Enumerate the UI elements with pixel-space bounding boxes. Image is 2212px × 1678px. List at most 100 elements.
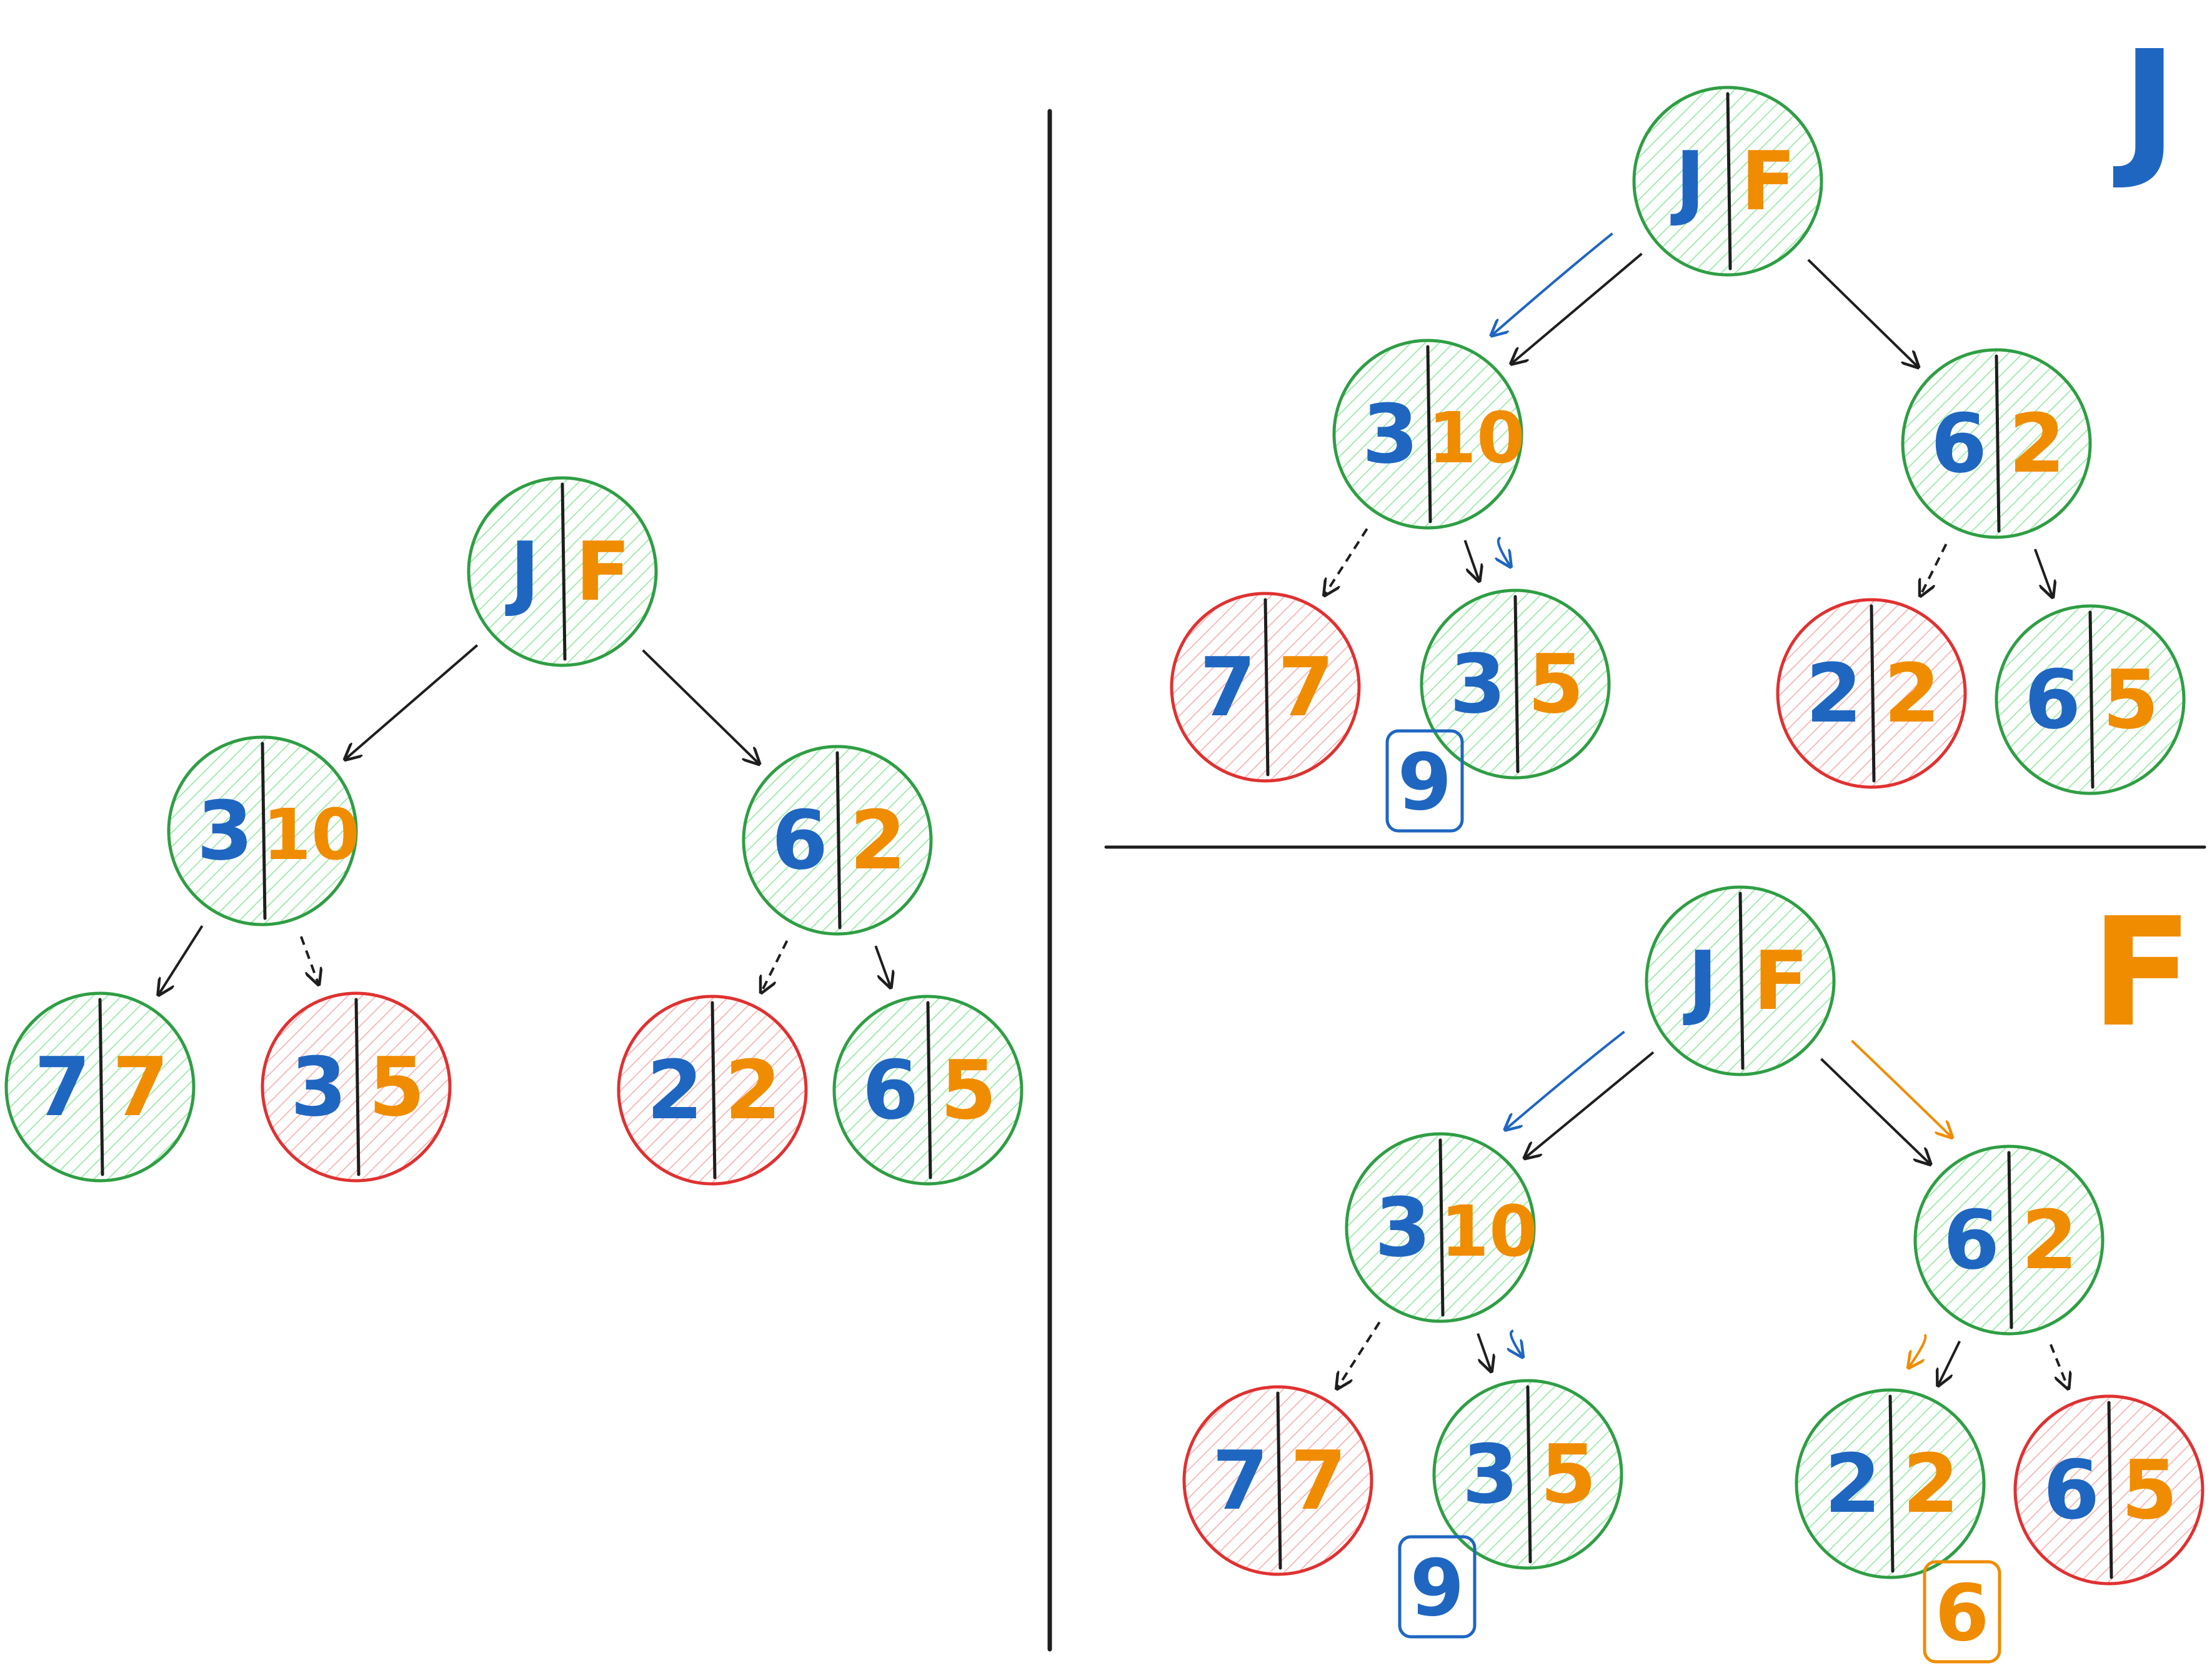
path-arrow-root-a-left bbox=[1505, 1030, 1625, 1129]
edge-root-a bbox=[1525, 1051, 1655, 1158]
edge-root-b bbox=[1820, 1058, 1931, 1164]
node-left-value: 3 bbox=[1375, 1180, 1431, 1275]
node-divider bbox=[1513, 595, 1520, 773]
node-left-value: 3 bbox=[197, 783, 253, 878]
node-left-value: 7 bbox=[1200, 640, 1256, 735]
edge-root-b bbox=[642, 649, 759, 764]
node-right-value: 10 bbox=[1428, 398, 1525, 479]
node-divider bbox=[1426, 345, 1432, 524]
node-a-good: 3 10 bbox=[1332, 339, 1525, 530]
node-right-value: 7 bbox=[112, 1040, 169, 1134]
node-divider bbox=[1995, 354, 2001, 533]
node-left-value: 3 bbox=[1462, 1427, 1518, 1522]
panel-f-turn-tree: J F3 10 6 27 7 3 5 2 2 6 59 6 bbox=[1182, 885, 2205, 1664]
edge-b-b2 bbox=[2033, 549, 2053, 597]
result-box-left: 9 bbox=[1385, 729, 1464, 833]
node-divider bbox=[2007, 1151, 2013, 1329]
node-divider bbox=[2088, 610, 2095, 789]
node-right-value: 5 bbox=[2103, 652, 2159, 747]
edge-a-a1-dashed bbox=[1325, 528, 1368, 595]
node-right-value: 7 bbox=[1278, 640, 1334, 735]
node-left-value: J bbox=[1670, 134, 1705, 229]
edge-root-b bbox=[1807, 259, 1918, 367]
node-right-value: 10 bbox=[1440, 1191, 1538, 1273]
node-left-value: J bbox=[505, 524, 540, 619]
edge-root-a bbox=[345, 644, 479, 760]
node-right-value: 7 bbox=[1290, 1433, 1347, 1528]
result-value: 6 bbox=[1935, 1568, 1990, 1659]
panel-original-tree: J F3 10 6 27 7 3 5 2 2 6 5 bbox=[4, 476, 1024, 1186]
node-right-value: 2 bbox=[1903, 1436, 1959, 1531]
node-right-value: 5 bbox=[940, 1043, 997, 1138]
node-left-value: 6 bbox=[2043, 1442, 2100, 1537]
edge-b-b1-dashed bbox=[1920, 544, 1948, 595]
node-left-value: 6 bbox=[1931, 396, 1987, 491]
result-value: 9 bbox=[1398, 737, 1452, 828]
node-left-value: 6 bbox=[1943, 1193, 2000, 1288]
path-arrow-root-a-left bbox=[1492, 232, 1613, 335]
node-left-value: J bbox=[1683, 933, 1718, 1028]
node-left-value: 2 bbox=[1825, 1436, 1881, 1531]
node-right-value: 5 bbox=[2121, 1442, 2178, 1537]
panel-heading-f: F bbox=[2091, 885, 2193, 1060]
node-right-value: 2 bbox=[725, 1043, 781, 1138]
result-box-frame bbox=[1923, 1560, 2001, 1664]
node-divider bbox=[1526, 1385, 1532, 1564]
node-left-value: 2 bbox=[1806, 646, 1862, 741]
node-right-value: F bbox=[1741, 134, 1796, 229]
node-divider bbox=[835, 751, 842, 930]
result-box-frame bbox=[1385, 729, 1464, 833]
node-right-value: 2 bbox=[850, 793, 906, 888]
node-left-value: 3 bbox=[291, 1040, 347, 1134]
node-right-value: 5 bbox=[369, 1040, 425, 1134]
node-left-value: 6 bbox=[2025, 652, 2081, 747]
node-divider bbox=[1263, 598, 1270, 777]
result-box-left: 9 bbox=[1398, 1535, 1477, 1639]
edge-b-b1 bbox=[1938, 1340, 1961, 1386]
result-value: 9 bbox=[1410, 1543, 1465, 1634]
node-divider bbox=[710, 1001, 717, 1179]
node-a-good: 3 10 bbox=[1345, 1132, 1538, 1323]
node-right-value: 5 bbox=[1540, 1427, 1597, 1522]
node-left-value: 3 bbox=[1362, 387, 1418, 482]
node-divider bbox=[354, 998, 361, 1176]
edge-a-a2 bbox=[1477, 1333, 1491, 1371]
node-divider bbox=[1276, 1391, 1282, 1570]
edge-a-a2 bbox=[1463, 540, 1479, 581]
node-left-value: 2 bbox=[647, 1043, 703, 1138]
edge-b-b1-dashed bbox=[761, 940, 789, 992]
result-box-frame bbox=[1398, 1535, 1477, 1639]
node-right-value: F bbox=[575, 524, 631, 619]
node-right-value: 2 bbox=[1884, 646, 1940, 741]
edge-a-a2-dashed bbox=[299, 936, 319, 985]
panel-heading-j: J bbox=[2113, 18, 2177, 193]
edge-b-b2 bbox=[874, 945, 890, 987]
node-divider bbox=[926, 1001, 932, 1179]
path-arrow-b-b1-right bbox=[1908, 1333, 1927, 1368]
node-right-value: 10 bbox=[262, 795, 360, 876]
node-right-value: 5 bbox=[1528, 637, 1584, 732]
node-divider bbox=[1438, 1138, 1445, 1317]
edge-root-a bbox=[1512, 252, 1643, 364]
edge-a-a1 bbox=[159, 925, 204, 995]
node-left-value: 6 bbox=[862, 1043, 919, 1138]
node-divider bbox=[2107, 1401, 2113, 1579]
